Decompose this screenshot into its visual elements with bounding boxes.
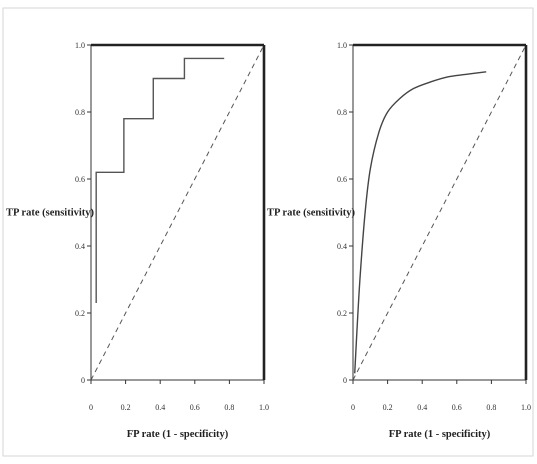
empirical-roc-step-line [95,57,225,303]
x-axis-label: FP rate (1 - specificity) [127,429,229,440]
y-tick-label: 0.8 [75,108,85,117]
roc-chart-empirical: 0 0.2 0.4 0.6 0.8 1.0 0 0.2 0.4 0.6 0.8 1.0 TP rate … [6,41,269,440]
x-tick-label: 0.2 [121,403,131,412]
roc-chart-smooth: 0 0.2 0.4 0.6 0.8 1.0 0 0.2 0.4 0.6 0.8 1.0 TP rate … [267,41,531,440]
x-tick-label: 0.4 [155,403,165,412]
y-tick-label: 0 [81,376,85,385]
x-tick-label: 0.6 [452,403,462,412]
smooth-roc-curve [354,71,487,374]
y-axis-label: TP rate (sensitivity) [6,208,95,219]
y-tick-label: 0.2 [337,309,347,318]
x-tick-label: 0.2 [383,403,393,412]
y-tick-label: 0.2 [75,309,85,318]
x-tick-label: 0.6 [190,403,200,412]
x-tick-label: 0 [89,403,93,412]
y-tick-label: 0.6 [337,175,347,184]
x-tick-label: 1.0 [259,403,269,412]
x-tick-label: 0.4 [417,403,427,412]
y-tick-label: 0 [343,376,347,385]
x-axis-label: FP rate (1 - specificity) [389,429,491,440]
x-tick-label: 0 [351,403,355,412]
x-tick-label: 0.8 [224,403,234,412]
y-axis-label: TP rate (sensitivity) [267,208,356,219]
y-tick-label: 0.6 [75,175,85,184]
y-tick-label: 1.0 [337,41,347,50]
y-tick-label: 0.8 [337,108,347,117]
y-tick-label: 0.4 [75,242,85,251]
y-tick-label: 1.0 [75,41,85,50]
x-tick-label: 1.0 [521,403,531,412]
y-tick-label: 0.4 [337,242,347,251]
figure-border [2,7,534,457]
x-tick-label: 0.8 [486,403,496,412]
